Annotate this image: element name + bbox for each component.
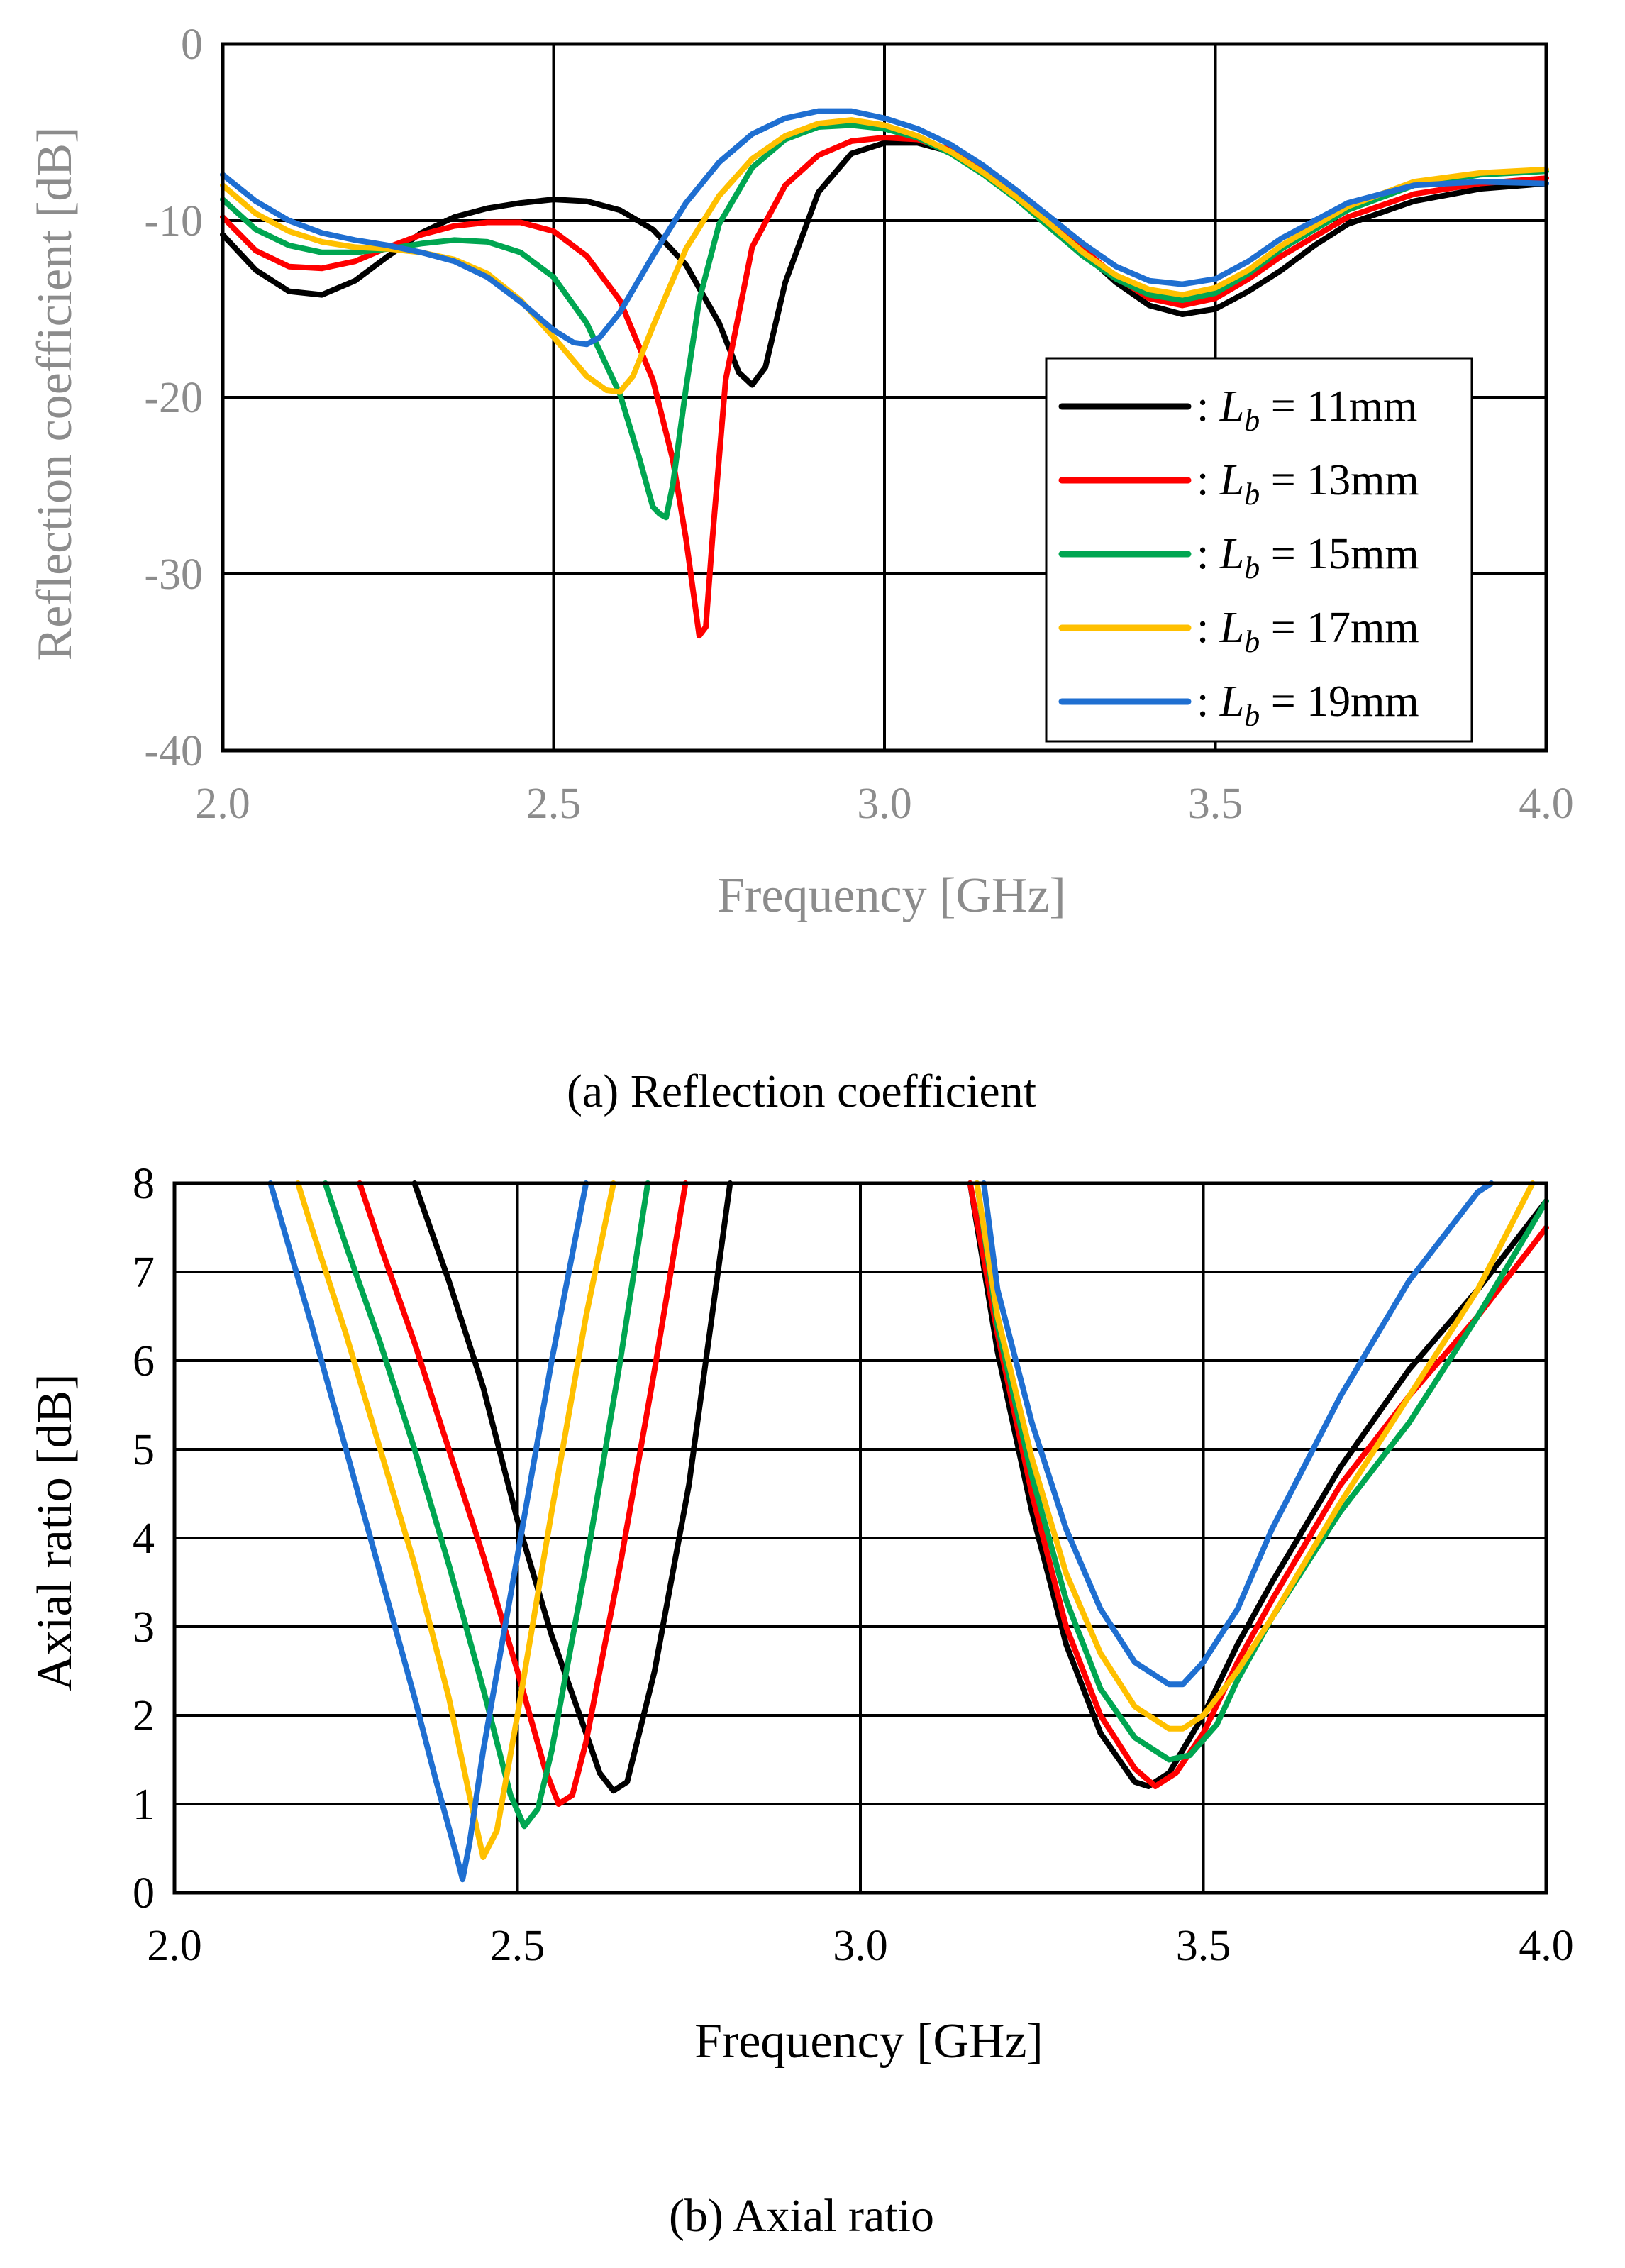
legend-label: : Lb = 13mm (1197, 456, 1419, 511)
legend-item: : Lb = 17mm (1058, 604, 1419, 659)
legend-label-subscript: b (1244, 403, 1260, 438)
chart-b-series (267, 1180, 1549, 1883)
chart-a-reflection-coefficient: 0 -10 -20 -30 -40 2.0 2.5 3.0 3.5 4.0 Frequency … (28, 21, 1574, 1117)
series-line-lb-13mm (220, 135, 1549, 639)
legend-item: : Lb = 11mm (1058, 382, 1417, 438)
series-line-lb-17mm (295, 1180, 1536, 1860)
legend-label-subscript: b (1244, 551, 1260, 585)
y-tick-label: 1 (133, 1781, 155, 1829)
y-tick-label: 8 (133, 1160, 155, 1208)
series-line-lb-15mm (220, 122, 1549, 521)
legend-label-suffix: = 17mm (1260, 604, 1419, 652)
series-line-lb-15mm (322, 1180, 1549, 1830)
legend-label-variable: L (1219, 456, 1244, 504)
chart-b-x-tick-labels: 2.0 2.5 3.0 3.5 4.0 (147, 1922, 1574, 1970)
y-tick-label: 0 (133, 1869, 155, 1918)
y-tick-label: -30 (144, 551, 203, 599)
legend-label-prefix: : (1197, 456, 1220, 504)
chart-b-y-axis-label: Axial ratio [dB] (28, 1373, 82, 1691)
series-line-lb-19mm (220, 108, 1549, 348)
y-tick-label: -40 (144, 727, 203, 775)
x-tick-label: 4.0 (1519, 1922, 1574, 1970)
x-tick-label: 4.0 (1519, 780, 1574, 828)
legend-label: : Lb = 19mm (1197, 677, 1419, 733)
chart-b-plot-frame (172, 1181, 1548, 1895)
legend-label-subscript: b (1244, 624, 1260, 659)
chart-a-y-tick-labels: 0 -10 -20 -30 -40 (144, 21, 203, 775)
legend-label: : Lb = 17mm (1197, 604, 1419, 659)
legend-label-variable: L (1219, 604, 1244, 652)
legend-label-suffix: = 11mm (1260, 382, 1417, 431)
x-tick-label: 2.0 (195, 780, 250, 828)
chart-b-caption: (b) Axial ratio (669, 2190, 934, 2242)
legend-label-suffix: = 19mm (1260, 677, 1419, 726)
legend-label-suffix: = 13mm (1260, 456, 1419, 504)
x-tick-label: 3.0 (833, 1922, 888, 1970)
chart-b-axial-ratio: 0 1 2 3 4 5 6 7 8 2.0 2.5 3.0 3.5 4.0 Frequency [GHz… (28, 1160, 1574, 2242)
series-line-lb-11mm (411, 1180, 1549, 1794)
chart-a-x-tick-labels: 2.0 2.5 3.0 3.5 4.0 (195, 780, 1574, 828)
legend-label-prefix: : (1197, 604, 1220, 652)
y-tick-label: 5 (133, 1426, 155, 1474)
y-tick-label: 3 (133, 1603, 155, 1652)
legend-label-variable: L (1219, 382, 1244, 431)
y-tick-label: 4 (133, 1515, 155, 1563)
y-tick-label: 0 (181, 21, 203, 69)
x-tick-label: 3.5 (1176, 1922, 1231, 1970)
legend-label-prefix: : (1197, 677, 1220, 726)
y-tick-label: -20 (144, 374, 203, 422)
legend-box (1045, 357, 1473, 743)
series-line-lb-11mm (220, 140, 1549, 388)
chart-a-plot-frame (221, 42, 1548, 753)
legend-item: : Lb = 19mm (1058, 677, 1419, 733)
chart-a-x-axis-label: Frequency [GHz] (717, 868, 1066, 923)
legend-label-subscript: b (1244, 698, 1260, 733)
x-tick-label: 2.5 (526, 780, 582, 828)
x-tick-label: 3.5 (1188, 780, 1243, 828)
chart-a-legend: : Lb = 11mm: Lb = 13mm: Lb = 15mm: Lb = … (1045, 357, 1473, 743)
legend-label: : Lb = 11mm (1197, 382, 1417, 438)
series-line-lb-19mm (267, 1180, 1494, 1883)
legend-label-variable: L (1219, 530, 1244, 578)
chart-a-series (220, 108, 1549, 639)
legend-label-prefix: : (1197, 382, 1220, 431)
x-tick-label: 2.0 (147, 1922, 202, 1970)
legend-label: : Lb = 15mm (1197, 530, 1419, 585)
chart-b-x-axis-label: Frequency [GHz] (694, 2014, 1043, 2069)
legend-label-variable: L (1219, 677, 1244, 726)
legend-label-suffix: = 15mm (1260, 530, 1419, 578)
chart-a-y-axis-label: Reflection coefficient [dB] (28, 127, 82, 661)
legend-label-subscript: b (1244, 477, 1260, 511)
y-tick-label: -10 (144, 197, 203, 245)
y-tick-label: 6 (133, 1337, 155, 1385)
chart-a-caption: (a) Reflection coefficient (567, 1066, 1036, 1117)
y-tick-label: 2 (133, 1692, 155, 1740)
legend-item: : Lb = 15mm (1058, 530, 1419, 585)
chart-b-grid (173, 1182, 1548, 1894)
series-line-lb-13mm (357, 1180, 1549, 1807)
y-tick-label: 7 (133, 1249, 155, 1297)
legend-item: : Lb = 13mm (1058, 456, 1419, 511)
legend-label-prefix: : (1197, 530, 1220, 578)
x-tick-label: 2.5 (490, 1922, 545, 1970)
chart-b-y-tick-labels: 0 1 2 3 4 5 6 7 8 (133, 1160, 155, 1918)
x-tick-label: 3.0 (857, 780, 912, 828)
